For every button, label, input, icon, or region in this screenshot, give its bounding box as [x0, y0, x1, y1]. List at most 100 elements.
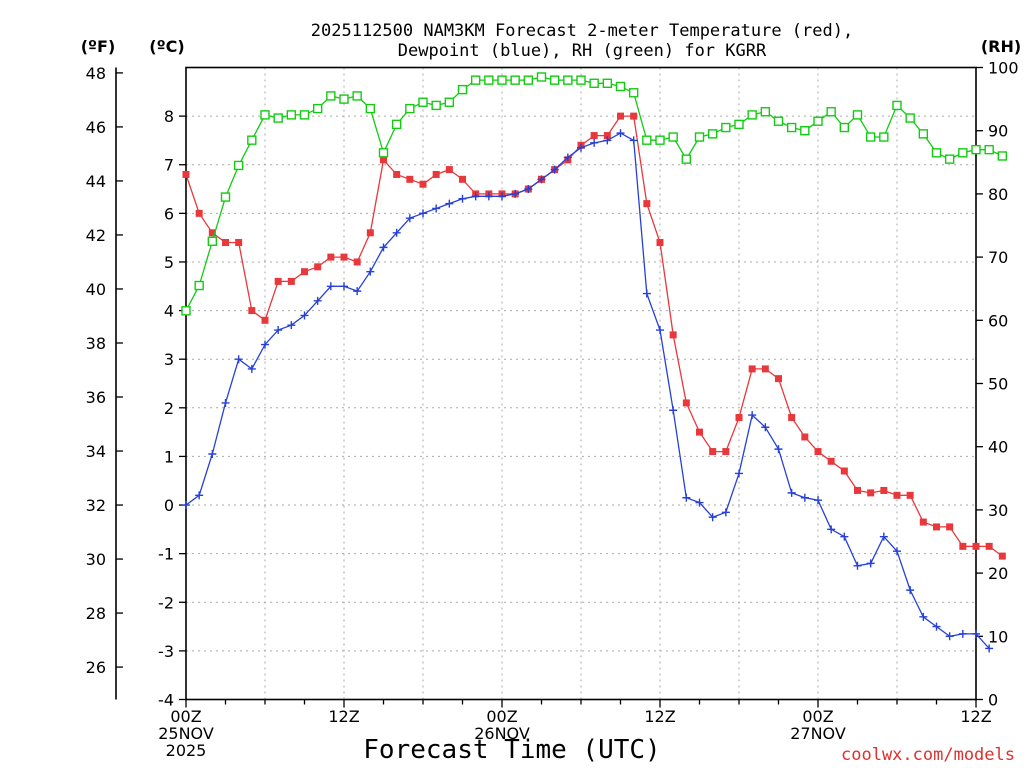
data-point [366, 229, 374, 237]
data-point [208, 449, 217, 458]
data-point [536, 72, 547, 82]
fahrenheit-tick-label: 44 [86, 172, 106, 191]
data-point [879, 132, 889, 142]
rh-tick-label: 0 [988, 691, 998, 710]
data-point [735, 414, 743, 422]
data-point [893, 491, 901, 499]
data-point [393, 170, 401, 178]
data-point [906, 491, 914, 499]
data-point [537, 175, 546, 184]
data-point [893, 547, 901, 556]
data-point [524, 185, 533, 194]
data-point [326, 282, 335, 291]
data-point [681, 154, 692, 164]
data-point [786, 122, 797, 133]
data-point [299, 110, 310, 120]
data-point [788, 414, 796, 422]
data-point [840, 532, 849, 541]
data-point [668, 132, 678, 142]
data-point [222, 239, 229, 247]
data-point [326, 91, 336, 101]
data-point [840, 467, 848, 475]
data-point [722, 448, 730, 456]
data-point [813, 116, 823, 126]
x-tick-label: 27NOV [790, 724, 846, 743]
data-point [286, 110, 297, 120]
data-point [669, 406, 678, 415]
fahrenheit-tick-label: 38 [86, 334, 106, 353]
data-point [918, 129, 929, 139]
rh-tick-label: 10 [988, 627, 1008, 646]
data-point [826, 107, 836, 117]
data-point [800, 493, 809, 502]
data-point [484, 192, 493, 201]
x-tick-label: 00Z [170, 707, 201, 726]
data-point [603, 136, 612, 145]
data-point [721, 122, 731, 133]
celsius-tick-label: -4 [158, 691, 174, 710]
data-point [471, 192, 480, 201]
data-point [432, 170, 440, 178]
data-point [366, 267, 375, 276]
rh-tick-label: 80 [988, 185, 1008, 204]
data-point [207, 236, 218, 247]
data-point [549, 75, 560, 85]
data-point [985, 542, 993, 550]
data-point [576, 75, 586, 85]
rh-tick-label: 60 [988, 311, 1008, 330]
data-point [932, 622, 941, 631]
data-point [709, 448, 717, 456]
data-point [946, 523, 954, 531]
data-point [852, 110, 863, 120]
data-point [313, 296, 322, 305]
data-point [590, 132, 598, 140]
fahrenheit-tick-label: 48 [86, 64, 106, 83]
data-point [221, 398, 230, 407]
celsius-tick-label: -1 [158, 545, 174, 564]
data-point [182, 170, 190, 178]
data-point [459, 175, 466, 183]
data-point [352, 91, 362, 101]
data-point [905, 113, 915, 123]
data-point [235, 239, 243, 247]
data-point [419, 209, 427, 218]
data-point [498, 192, 506, 201]
data-point [643, 200, 651, 208]
rh-tick-label: 40 [988, 438, 1008, 457]
data-point [577, 143, 585, 152]
fahrenheit-tick-label: 42 [86, 226, 106, 245]
data-point [984, 144, 994, 155]
fahrenheit-tick-label: 40 [86, 280, 106, 299]
data-point [919, 612, 928, 621]
data-point [931, 148, 942, 158]
data-point [761, 423, 770, 432]
data-point [760, 107, 771, 117]
data-point [642, 289, 651, 298]
data-point [182, 501, 190, 510]
data-point [418, 97, 428, 107]
data-point [866, 559, 875, 568]
data-point [708, 513, 717, 522]
fahrenheit-tick-label: 46 [86, 118, 106, 137]
series-line [185, 132, 990, 649]
data-point [365, 103, 376, 114]
data-point [233, 160, 244, 171]
rh-unit-label: (RH) [981, 37, 1021, 56]
data-point [353, 287, 362, 296]
celsius-tick-label: 3 [164, 350, 174, 369]
data-point [682, 493, 691, 502]
data-point [379, 243, 388, 252]
plot-frame [185, 66, 977, 701]
data-point [327, 253, 335, 261]
celsius-tick-label: -3 [158, 642, 174, 661]
data-point [761, 365, 769, 373]
celsius-tick-label: 1 [164, 447, 174, 466]
data-point [484, 75, 494, 85]
data-point [353, 258, 361, 266]
data-point [682, 399, 690, 407]
data-point [800, 125, 810, 136]
data-point [656, 239, 664, 247]
data-point [839, 122, 850, 133]
celsius-tick-label: 8 [164, 107, 174, 126]
celsius-tick-label: 5 [164, 253, 174, 272]
